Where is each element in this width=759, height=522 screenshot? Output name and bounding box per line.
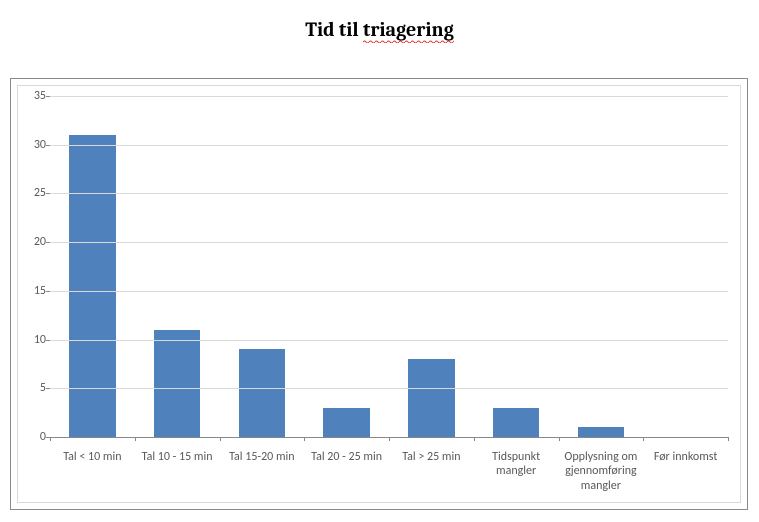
y-tick-mark bbox=[46, 96, 50, 97]
y-tick-mark bbox=[46, 242, 50, 243]
bars-layer bbox=[50, 96, 728, 437]
x-axis-label: Tal 20 - 25 min bbox=[304, 450, 389, 464]
bar-slot bbox=[643, 96, 728, 437]
y-tick-mark bbox=[46, 145, 50, 146]
bar bbox=[408, 359, 455, 437]
x-axis-label: Tal < 10 min bbox=[50, 450, 135, 464]
y-tick-label: 25 bbox=[22, 186, 46, 200]
x-tick-mark bbox=[304, 437, 305, 441]
y-tick-mark bbox=[46, 193, 50, 194]
chart-inner-border: 05101520253035 Tal < 10 minTal 10 - 15 m… bbox=[17, 85, 741, 503]
gridline bbox=[50, 340, 728, 341]
y-tick-label: 0 bbox=[22, 430, 46, 444]
x-tick-mark bbox=[135, 437, 136, 441]
page-title: Tid til triagering bbox=[305, 18, 454, 41]
bar bbox=[493, 408, 540, 437]
y-tick-label: 30 bbox=[22, 138, 46, 152]
x-axis-label: Tidspunkt mangler bbox=[474, 450, 559, 479]
plot-area: 05101520253035 bbox=[50, 96, 728, 438]
bar-slot bbox=[220, 96, 305, 437]
x-tick-mark bbox=[389, 437, 390, 441]
x-axis-label: Før innkomst bbox=[643, 450, 728, 464]
bar bbox=[323, 408, 370, 437]
chart-outer-border: 05101520253035 Tal < 10 minTal 10 - 15 m… bbox=[10, 78, 748, 510]
bar bbox=[154, 330, 201, 437]
title-spellcheck-word: triagering bbox=[363, 18, 454, 43]
x-tick-mark bbox=[559, 437, 560, 441]
x-tick-mark bbox=[220, 437, 221, 441]
x-axis-label: Tal 10 - 15 min bbox=[135, 450, 220, 464]
x-tick-mark bbox=[474, 437, 475, 441]
y-tick-mark bbox=[46, 388, 50, 389]
gridline bbox=[50, 242, 728, 243]
y-tick-label: 20 bbox=[22, 235, 46, 249]
title-container: Tid til triagering bbox=[0, 0, 759, 41]
bar bbox=[578, 427, 625, 437]
gridline bbox=[50, 193, 728, 194]
bar-slot bbox=[559, 96, 644, 437]
x-axis-label: Tal > 25 min bbox=[389, 450, 474, 464]
y-tick-mark bbox=[46, 291, 50, 292]
x-axis-labels: Tal < 10 minTal 10 - 15 minTal 15-20 min… bbox=[50, 444, 728, 502]
bar-slot bbox=[135, 96, 220, 437]
x-tick-mark bbox=[728, 437, 729, 441]
bar-slot bbox=[304, 96, 389, 437]
gridline bbox=[50, 388, 728, 389]
gridline bbox=[50, 145, 728, 146]
y-tick-label: 10 bbox=[22, 333, 46, 347]
title-prefix: Tid til bbox=[305, 18, 363, 41]
bar-slot bbox=[474, 96, 559, 437]
x-tick-mark bbox=[643, 437, 644, 441]
bar bbox=[69, 135, 116, 437]
page: Tid til triagering 05101520253035 Tal < … bbox=[0, 0, 759, 522]
x-axis-label: Opplysning om gjennomføring mangler bbox=[559, 450, 644, 493]
gridline bbox=[50, 291, 728, 292]
bar-slot bbox=[389, 96, 474, 437]
y-tick-label: 5 bbox=[22, 381, 46, 395]
gridline bbox=[50, 96, 728, 97]
y-tick-mark bbox=[46, 340, 50, 341]
y-tick-label: 15 bbox=[22, 284, 46, 298]
bar bbox=[239, 349, 286, 437]
bar-slot bbox=[50, 96, 135, 437]
x-axis-label: Tal 15-20 min bbox=[220, 450, 305, 464]
y-tick-label: 35 bbox=[22, 89, 46, 103]
x-tick-mark bbox=[50, 437, 51, 441]
